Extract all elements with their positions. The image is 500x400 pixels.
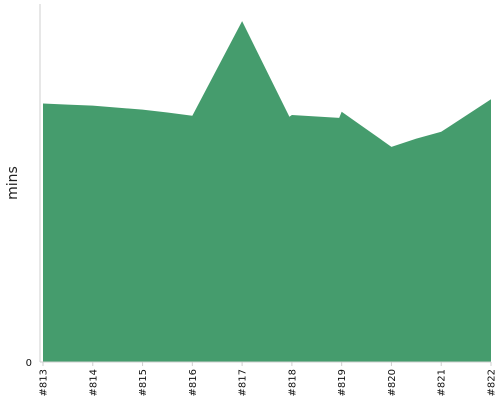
x-tick-label: #817 (238, 369, 249, 396)
x-tick-label: #816 (188, 369, 199, 396)
axes (39, 4, 491, 363)
x-tick-label: #815 (138, 369, 149, 396)
x-tick-label: #814 (88, 369, 99, 396)
x-tick-label: #818 (287, 369, 298, 396)
y-tick-label: 0 (26, 358, 32, 369)
x-tick-label: #813 (39, 369, 50, 396)
y-axis-ticks: 0 (26, 358, 32, 369)
x-tick-label: #822 (487, 369, 498, 396)
x-tick-label: #821 (437, 369, 448, 396)
x-axis-ticks: #813 #814 #815 #816 #817 #818 #819 #820 #821 #822 (39, 362, 498, 396)
plot-area (43, 21, 491, 363)
y-axis-title: mins (5, 166, 21, 200)
x-tick-label: #819 (337, 369, 348, 396)
x-tick-label: #820 (387, 369, 398, 396)
area-series (43, 21, 491, 363)
